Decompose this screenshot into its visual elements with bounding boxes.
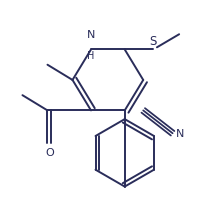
Text: O: O <box>45 149 54 159</box>
Text: N: N <box>176 129 184 139</box>
Text: H: H <box>87 40 95 61</box>
Text: N: N <box>87 30 95 40</box>
Text: S: S <box>149 35 157 48</box>
